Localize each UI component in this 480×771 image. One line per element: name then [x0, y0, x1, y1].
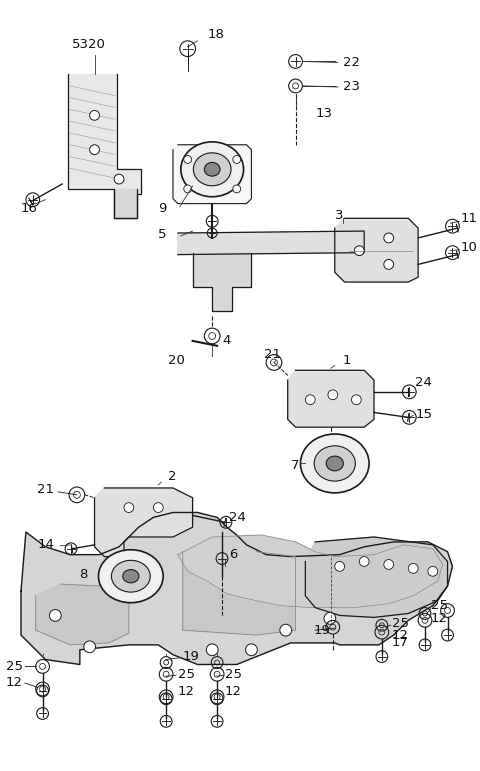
Text: 9: 9	[158, 202, 167, 215]
Circle shape	[124, 503, 134, 513]
Text: 2: 2	[168, 470, 177, 483]
Text: 5320: 5320	[72, 39, 106, 51]
Circle shape	[206, 644, 218, 655]
Text: 24: 24	[229, 511, 246, 524]
Circle shape	[114, 174, 124, 184]
Text: 6: 6	[229, 548, 237, 561]
Text: 20: 20	[168, 354, 185, 367]
Ellipse shape	[314, 446, 355, 481]
Circle shape	[246, 644, 257, 655]
Text: 11: 11	[460, 212, 477, 225]
Text: 24: 24	[415, 375, 432, 389]
Polygon shape	[178, 231, 364, 254]
Text: 7: 7	[291, 459, 299, 472]
Text: 22: 22	[343, 56, 360, 69]
Circle shape	[384, 260, 394, 269]
Polygon shape	[68, 74, 141, 218]
Circle shape	[90, 145, 99, 154]
Circle shape	[49, 610, 61, 621]
Ellipse shape	[181, 142, 243, 197]
Ellipse shape	[193, 153, 231, 186]
Text: 25: 25	[225, 668, 242, 681]
Text: 25: 25	[178, 668, 195, 681]
Text: 10: 10	[460, 241, 477, 254]
Polygon shape	[114, 189, 137, 218]
Text: 25: 25	[6, 660, 23, 673]
Circle shape	[428, 567, 438, 576]
Text: 12: 12	[392, 628, 408, 641]
Text: 14: 14	[37, 538, 54, 551]
Polygon shape	[335, 218, 418, 282]
Text: 5: 5	[158, 228, 167, 241]
Text: 1: 1	[343, 354, 351, 367]
Ellipse shape	[123, 570, 139, 583]
Polygon shape	[21, 513, 453, 665]
Text: 17: 17	[392, 636, 408, 649]
Text: 12: 12	[6, 675, 23, 689]
Ellipse shape	[111, 561, 150, 592]
Circle shape	[335, 561, 345, 571]
Circle shape	[184, 156, 192, 163]
Text: 23: 23	[343, 80, 360, 93]
Polygon shape	[173, 145, 252, 204]
Circle shape	[280, 625, 292, 636]
Circle shape	[354, 246, 364, 255]
Polygon shape	[36, 584, 129, 645]
Polygon shape	[192, 253, 252, 311]
Polygon shape	[305, 537, 447, 618]
Text: 21: 21	[264, 348, 281, 361]
Text: 16: 16	[21, 202, 38, 215]
Ellipse shape	[98, 550, 163, 603]
Polygon shape	[183, 552, 296, 635]
Ellipse shape	[326, 456, 343, 471]
Text: 12: 12	[178, 685, 195, 699]
Circle shape	[384, 560, 394, 569]
Text: 12: 12	[225, 685, 242, 699]
Circle shape	[408, 564, 418, 574]
Circle shape	[328, 390, 338, 399]
Polygon shape	[95, 488, 192, 557]
Text: 8: 8	[79, 567, 88, 581]
Circle shape	[154, 503, 163, 513]
Polygon shape	[288, 370, 374, 427]
Ellipse shape	[204, 163, 220, 176]
Text: 25: 25	[392, 617, 408, 630]
Circle shape	[384, 233, 394, 243]
Circle shape	[184, 185, 192, 193]
Text: 18: 18	[207, 29, 224, 42]
Circle shape	[90, 110, 99, 120]
Text: 19: 19	[183, 650, 200, 663]
Text: 4: 4	[222, 335, 230, 348]
Circle shape	[233, 156, 240, 163]
Circle shape	[360, 557, 369, 567]
Ellipse shape	[300, 434, 369, 493]
Circle shape	[233, 185, 240, 193]
Polygon shape	[178, 535, 443, 608]
Circle shape	[324, 612, 336, 625]
Text: 21: 21	[37, 483, 54, 497]
Text: 12: 12	[431, 612, 448, 625]
Text: 19: 19	[313, 624, 330, 637]
Text: 3: 3	[335, 209, 343, 222]
Text: 15: 15	[415, 408, 432, 421]
Circle shape	[351, 395, 361, 405]
Text: 13: 13	[315, 107, 332, 120]
Circle shape	[84, 641, 96, 653]
Circle shape	[305, 395, 315, 405]
Text: 25: 25	[431, 599, 448, 612]
